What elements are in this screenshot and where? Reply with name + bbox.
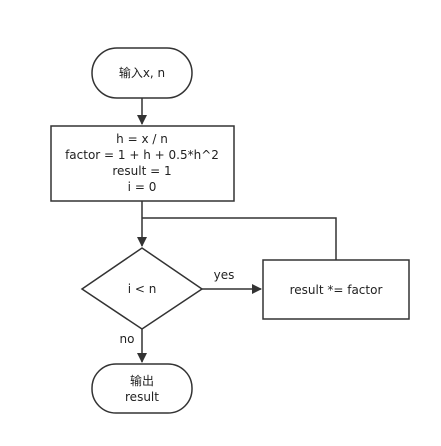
end-node-shape (91, 363, 193, 414)
init-line-1: h = x / n (116, 132, 168, 146)
edge-yes-label: yes (214, 268, 235, 282)
edge-update-loop-back (142, 217, 337, 260)
init-node: h = x / n factor = 1 + h + 0.5*h^2 resul… (50, 125, 235, 202)
update-node-label: result *= factor (290, 283, 383, 297)
end-node-line-2: result (125, 390, 159, 404)
init-node-shape (50, 125, 235, 202)
start-node: 输入x, n (91, 47, 193, 99)
init-line-4: i = 0 (128, 180, 157, 194)
init-line-3: result = 1 (112, 164, 171, 178)
end-node: 输出 result (91, 363, 193, 414)
start-node-label: 输入x, n (119, 65, 165, 80)
update-node-shape (262, 259, 410, 320)
init-line-2: factor = 1 + h + 0.5*h^2 (65, 148, 219, 162)
end-node-line-1: 输出 (130, 373, 154, 388)
update-node: result *= factor (262, 259, 410, 320)
condition-node: i < n (80, 247, 204, 330)
condition-node-label: i < n (128, 282, 157, 296)
edge-no-label: no (120, 332, 135, 346)
